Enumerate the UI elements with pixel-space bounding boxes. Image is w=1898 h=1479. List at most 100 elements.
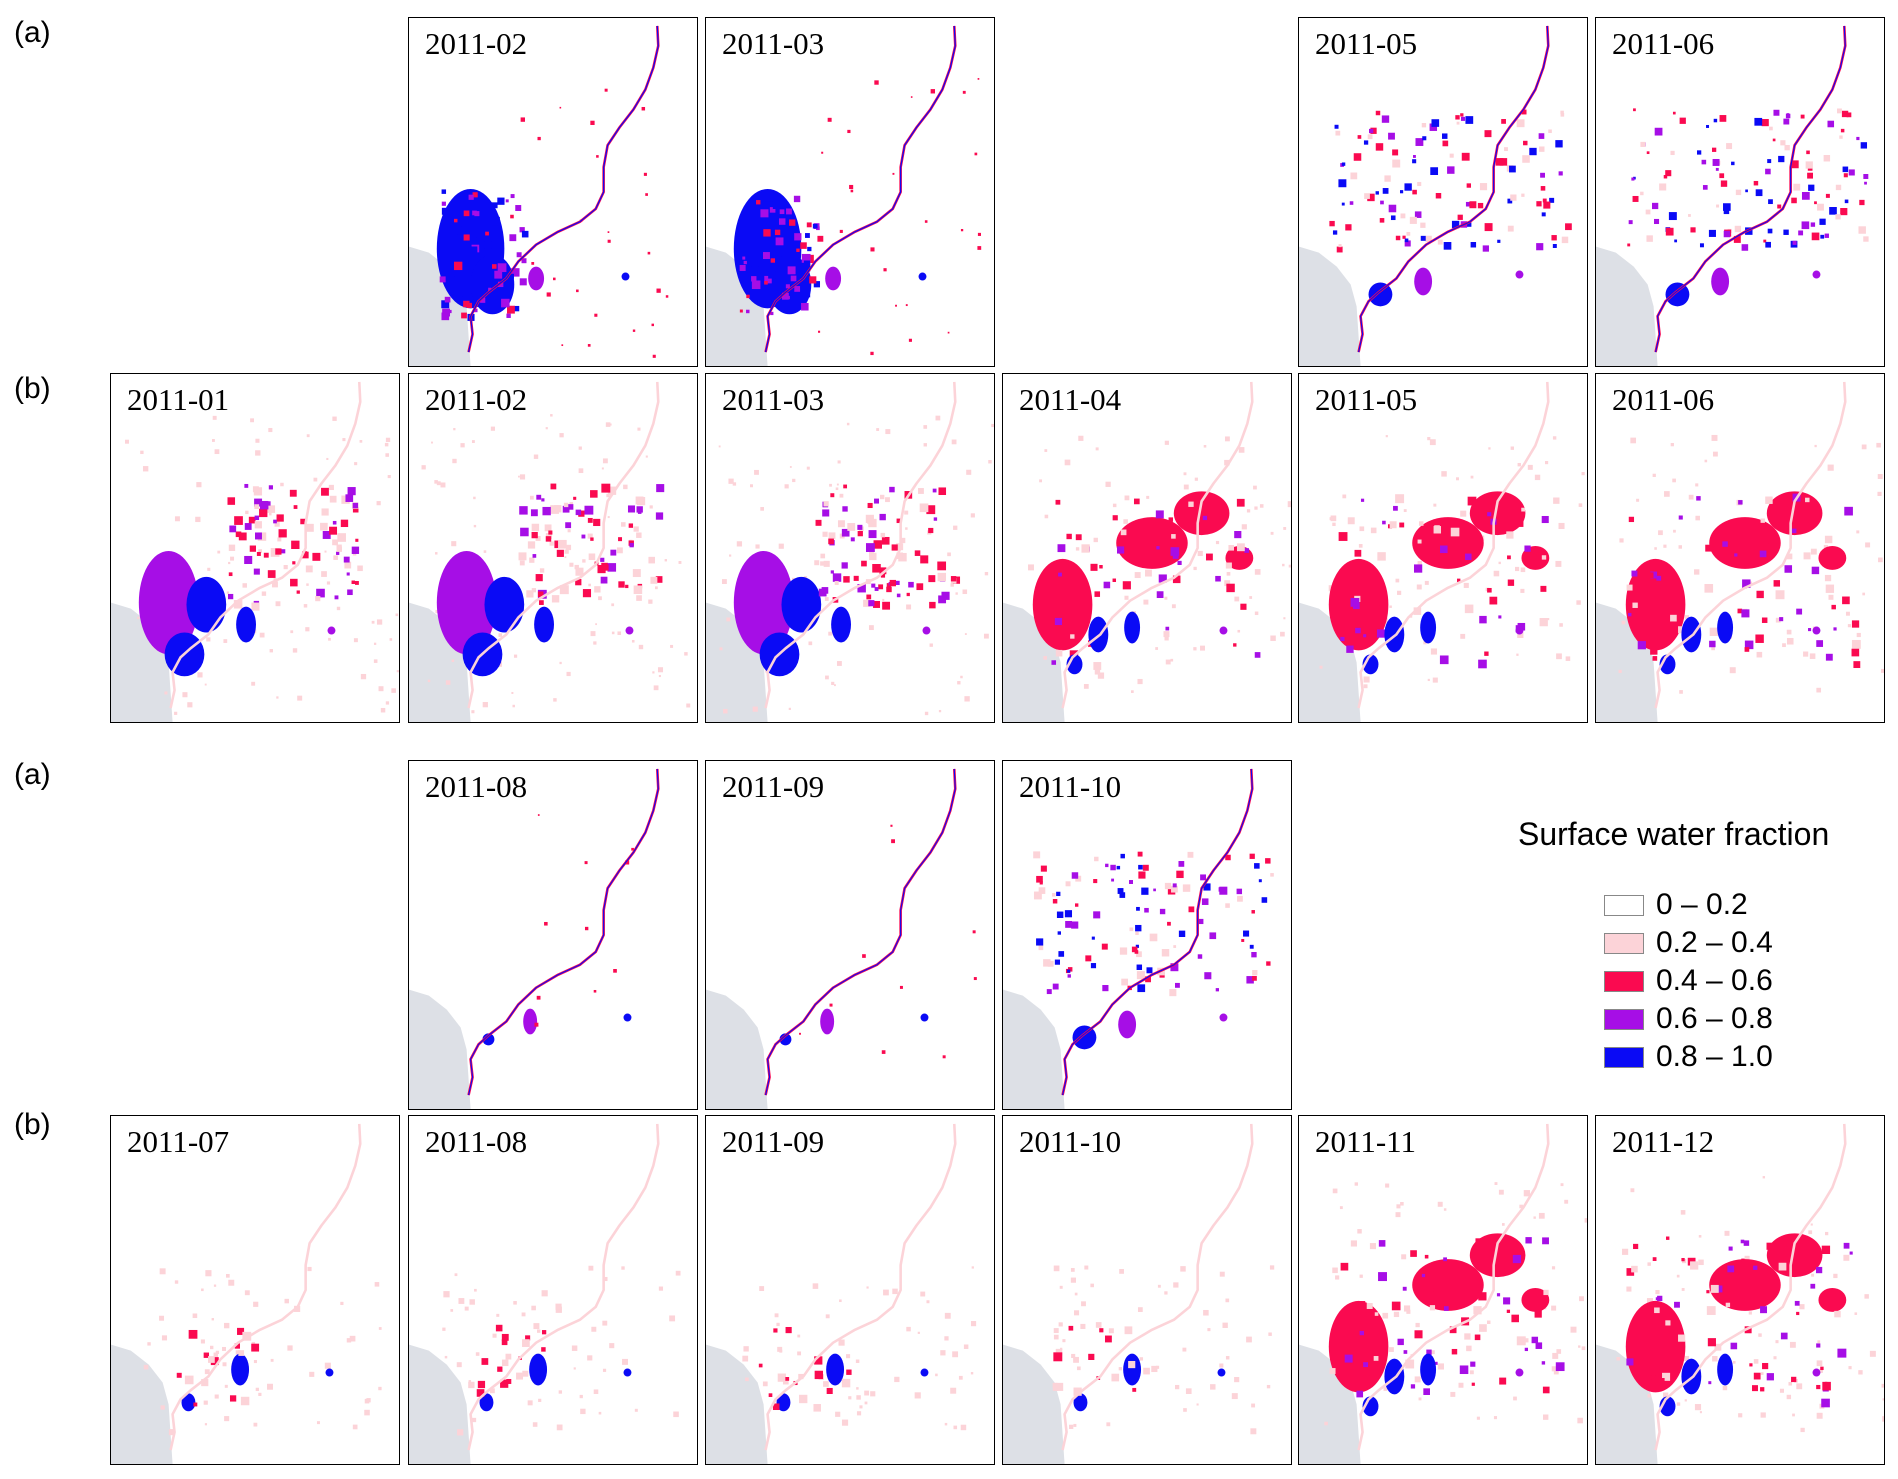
water-pixel (803, 282, 811, 289)
water-pixel (1706, 1306, 1716, 1315)
water-pixel (855, 1359, 860, 1363)
water-pixel (1335, 1275, 1340, 1280)
water-pixel (200, 1339, 205, 1344)
water-pixel (235, 1350, 241, 1355)
water-pixel (910, 96, 913, 98)
water-pixel (1055, 1382, 1064, 1391)
water-pixel (1171, 534, 1176, 539)
water-pixel (807, 246, 812, 252)
row-label-b-bottom: (b) (14, 1108, 51, 1141)
water-pixel (1865, 542, 1871, 548)
water-pixel (463, 300, 470, 308)
water-pixel (658, 674, 661, 678)
water-pixel (1117, 546, 1125, 554)
water-pixel (1524, 1347, 1529, 1352)
water-pixel (1417, 181, 1422, 187)
water-pixel (555, 1303, 562, 1310)
water-pixel (513, 305, 520, 312)
water-pixel (1486, 1320, 1491, 1325)
inundated-area (1521, 1288, 1550, 1312)
water-pixel (1498, 561, 1501, 565)
water-pixel (1659, 183, 1667, 191)
water-pixel (316, 1421, 320, 1425)
water-pixel (1709, 640, 1716, 648)
water-pixel (495, 1324, 503, 1332)
water-pixel (926, 1300, 930, 1304)
water-pixel (1678, 515, 1683, 520)
water-pixel (1440, 545, 1448, 554)
water-pixel (1709, 627, 1719, 636)
sea-area (706, 602, 768, 722)
water-pixel (839, 1299, 842, 1303)
water-pixel (1690, 227, 1696, 233)
water-pixel (1565, 656, 1571, 661)
river-channel (1654, 381, 1847, 709)
water-pixel (1149, 933, 1158, 942)
water-pixel (1664, 491, 1670, 497)
water-pixel (988, 460, 992, 464)
water-pixel (271, 581, 278, 588)
river-channel (1357, 381, 1550, 709)
water-pixel (1753, 1372, 1761, 1380)
legend-swatch-3 (1604, 1009, 1644, 1030)
water-pixel (559, 661, 562, 665)
river-channel (1654, 1123, 1847, 1451)
water-pixel (1215, 988, 1219, 992)
water-pixel (1395, 578, 1400, 583)
water-pixel (601, 483, 611, 493)
water-pixel (879, 513, 886, 521)
water-pixel (1055, 499, 1061, 505)
water-pixel (830, 570, 834, 574)
water-pixel (1243, 930, 1250, 937)
water-pixel (466, 302, 472, 309)
water-pixel (923, 425, 928, 429)
water-pixel (1340, 636, 1345, 642)
water-pixel (275, 548, 282, 555)
water-pixel (530, 509, 538, 517)
water-pixel (1423, 1388, 1430, 1395)
water-pixel (1435, 192, 1442, 199)
water-pixel (1188, 501, 1194, 507)
water-pixel (796, 248, 800, 252)
water-pixel (1825, 653, 1833, 661)
water-pixel (749, 232, 757, 241)
water-pixel (1102, 985, 1109, 992)
water-pixel (1196, 1403, 1199, 1406)
water-pixel (340, 519, 349, 528)
water-pixel (1134, 572, 1141, 579)
water-pixel (1128, 1360, 1136, 1369)
water-pixel (1359, 526, 1365, 532)
water-pixel (1075, 903, 1079, 907)
water-pixel (1556, 1349, 1562, 1354)
water-pixel (1543, 1289, 1549, 1296)
water-pixel (648, 599, 653, 604)
water-pixel (176, 1372, 182, 1378)
inundated-area (1420, 1353, 1437, 1386)
water-pixel (222, 1346, 227, 1351)
water-pixel (1043, 656, 1047, 660)
water-pixel (1516, 1336, 1526, 1346)
water-pixel (387, 475, 391, 479)
water-pixel (1633, 1243, 1639, 1250)
water-pixel (510, 214, 514, 219)
water-pixel (1085, 955, 1092, 962)
water-pixel (1363, 684, 1368, 689)
water-pixel (785, 284, 790, 289)
water-pixel (1631, 570, 1638, 577)
water-pixel (669, 1315, 676, 1322)
water-pixel (613, 969, 617, 973)
map-panel-b2-08: 2011-08 (408, 1115, 698, 1465)
water-pixel (1549, 197, 1555, 203)
water-pixel (211, 439, 215, 442)
water-pixel (575, 579, 582, 586)
water-pixel (1783, 118, 1790, 125)
water-pixel (1848, 1366, 1852, 1370)
water-pixel (1680, 1210, 1686, 1215)
water-pixel (1341, 202, 1345, 206)
water-pixel (1456, 121, 1460, 125)
water-pixel (962, 589, 968, 595)
panel-date-label: 2011-09 (722, 769, 825, 804)
water-pixel (1827, 464, 1834, 471)
water-pixel (1399, 522, 1405, 528)
water-pixel (1038, 945, 1044, 951)
